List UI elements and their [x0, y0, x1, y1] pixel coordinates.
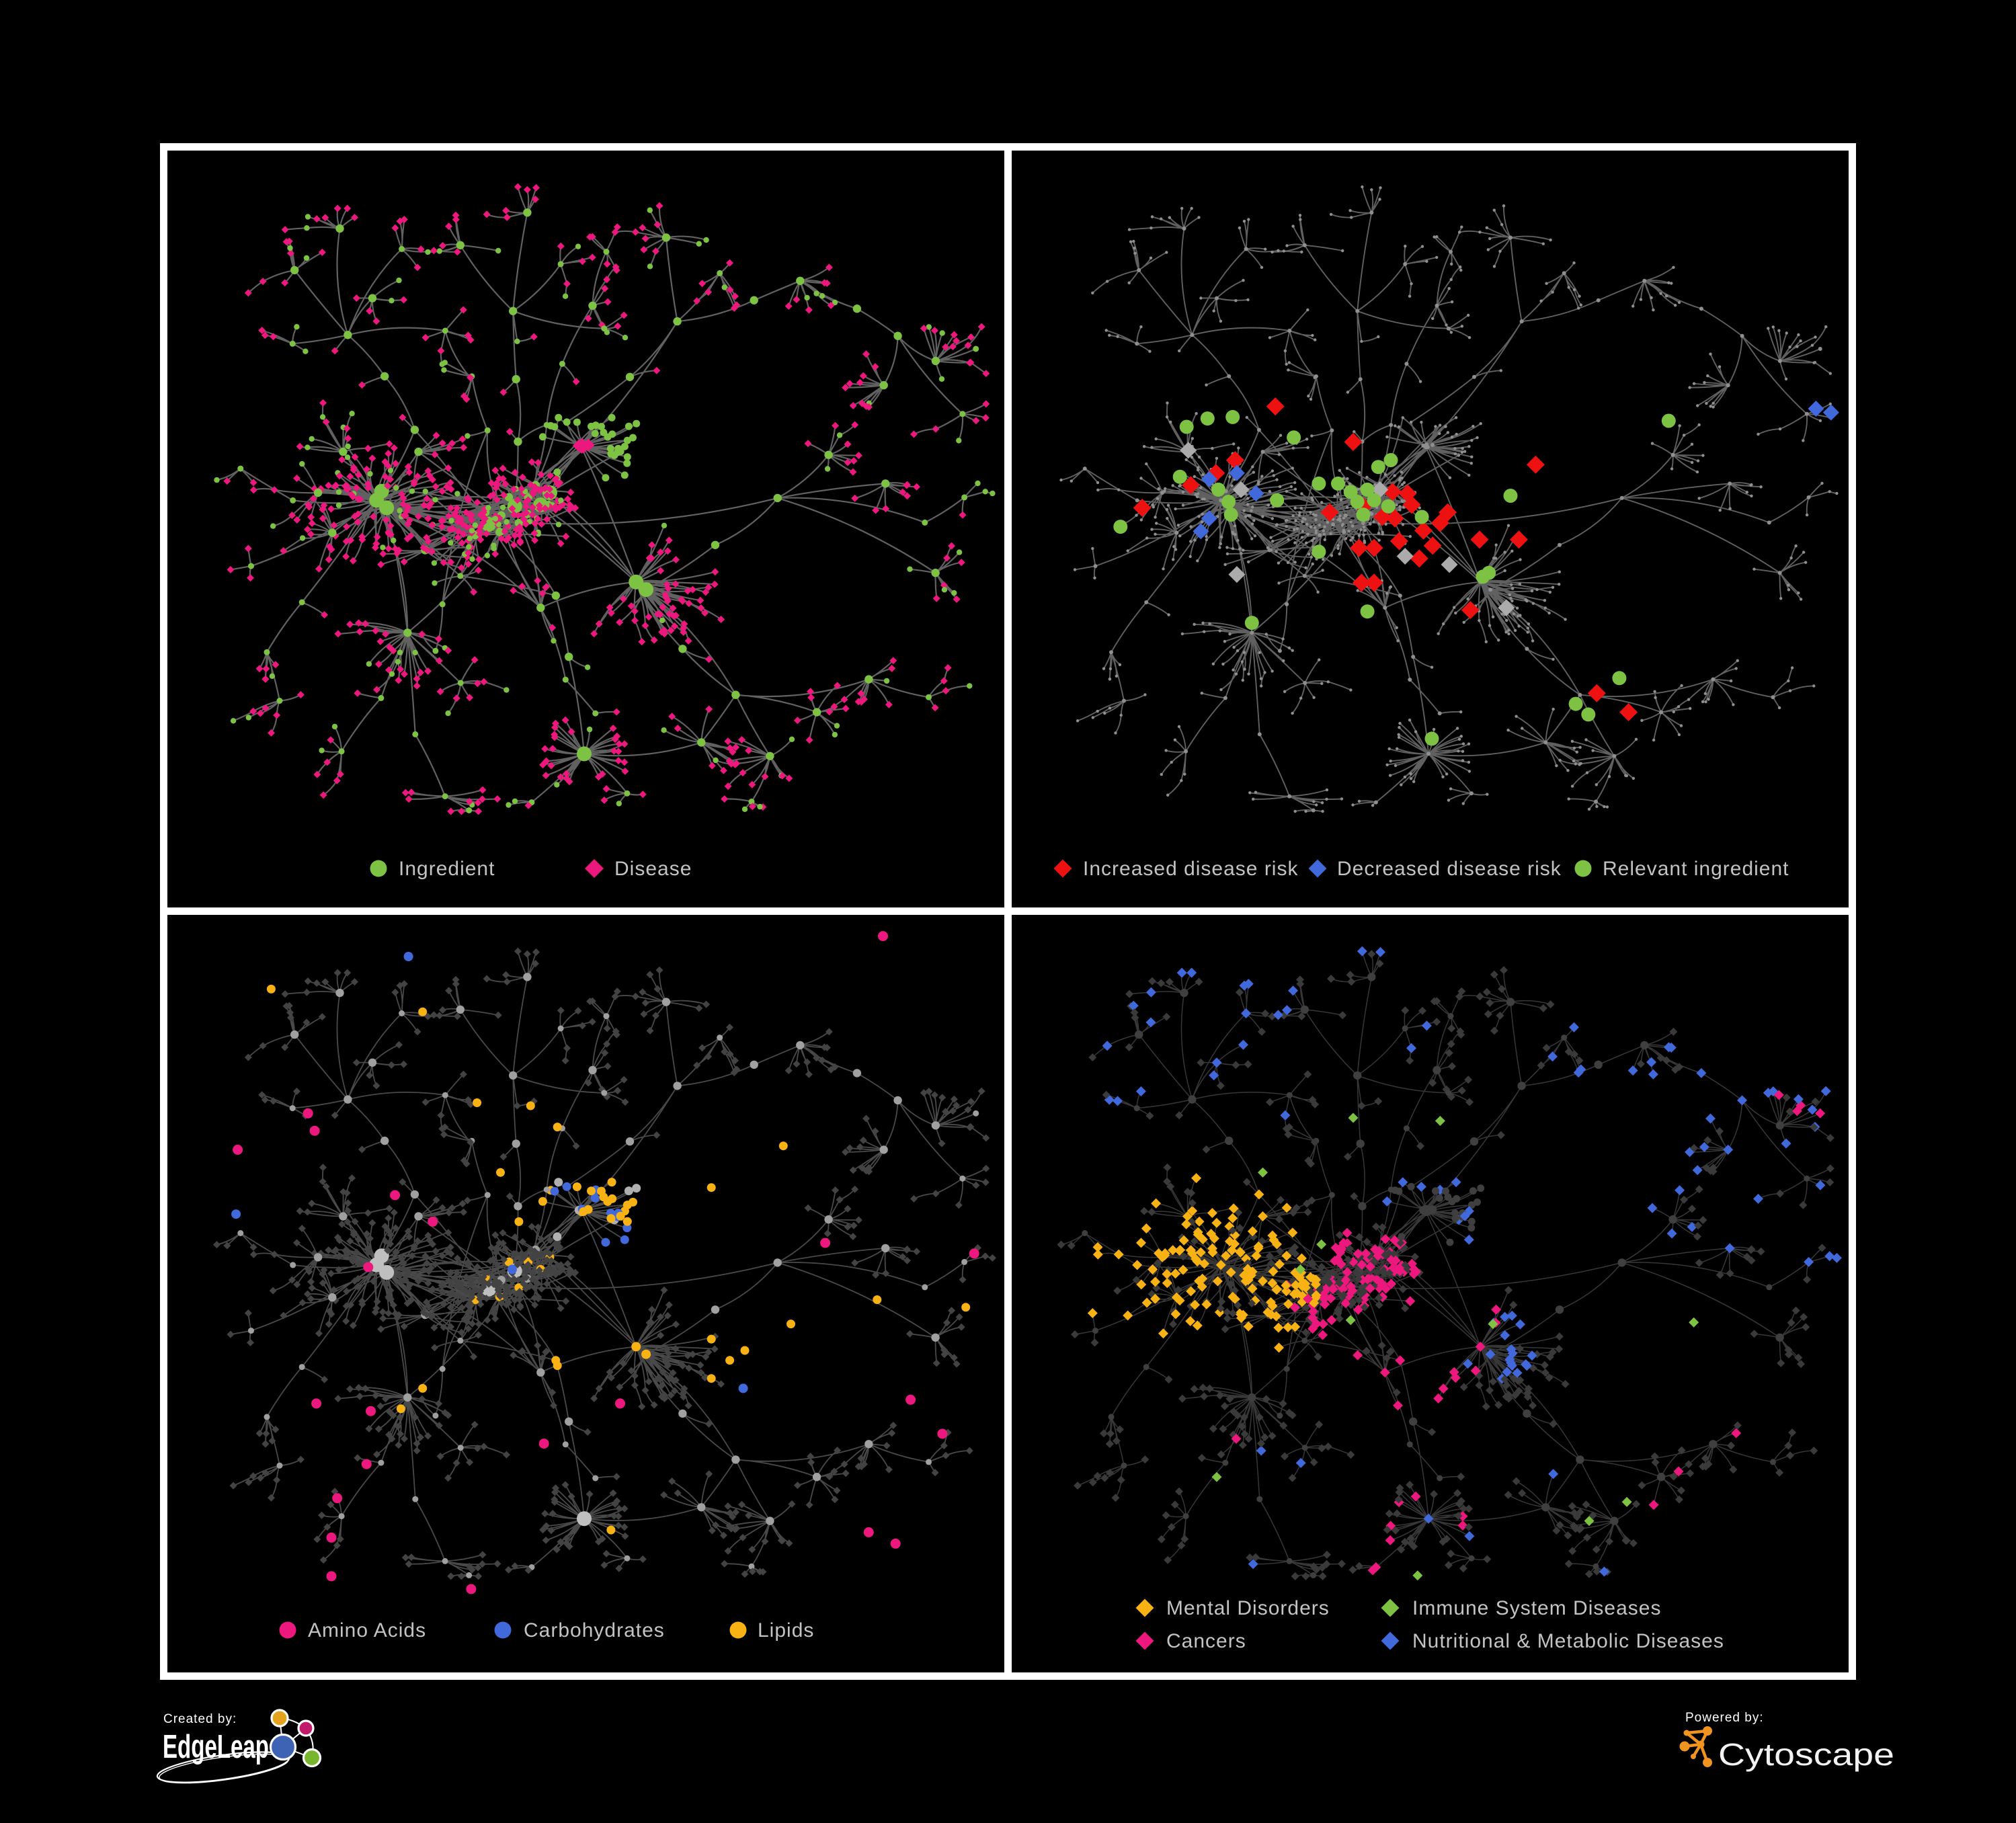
svg-text:Disease: Disease — [614, 858, 692, 880]
svg-text:Decreased disease risk: Decreased disease risk — [1337, 858, 1562, 880]
svg-text:EdgeLeap: EdgeLeap — [163, 1729, 269, 1765]
svg-text:Increased disease risk: Increased disease risk — [1083, 858, 1298, 880]
svg-text:Immune System Diseases: Immune System Diseases — [1412, 1597, 1661, 1619]
svg-text:Powered by:: Powered by: — [1685, 1711, 1764, 1725]
svg-text:Lipids: Lipids — [758, 1619, 814, 1642]
svg-text:Carbohydrates: Carbohydrates — [524, 1619, 665, 1642]
svg-text:Relevant ingredient: Relevant ingredient — [1603, 858, 1789, 880]
svg-text:Nutritional & Metabolic Diseas: Nutritional & Metabolic Diseases — [1412, 1630, 1724, 1652]
svg-text:Cytoscape: Cytoscape — [1718, 1737, 1894, 1772]
svg-text:Mental Disorders: Mental Disorders — [1166, 1597, 1330, 1619]
svg-text:Amino Acids: Amino Acids — [308, 1619, 426, 1642]
svg-text:Cancers: Cancers — [1166, 1630, 1246, 1652]
svg-text:Created by:: Created by: — [163, 1712, 237, 1726]
svg-text:Ingredient: Ingredient — [399, 858, 495, 880]
